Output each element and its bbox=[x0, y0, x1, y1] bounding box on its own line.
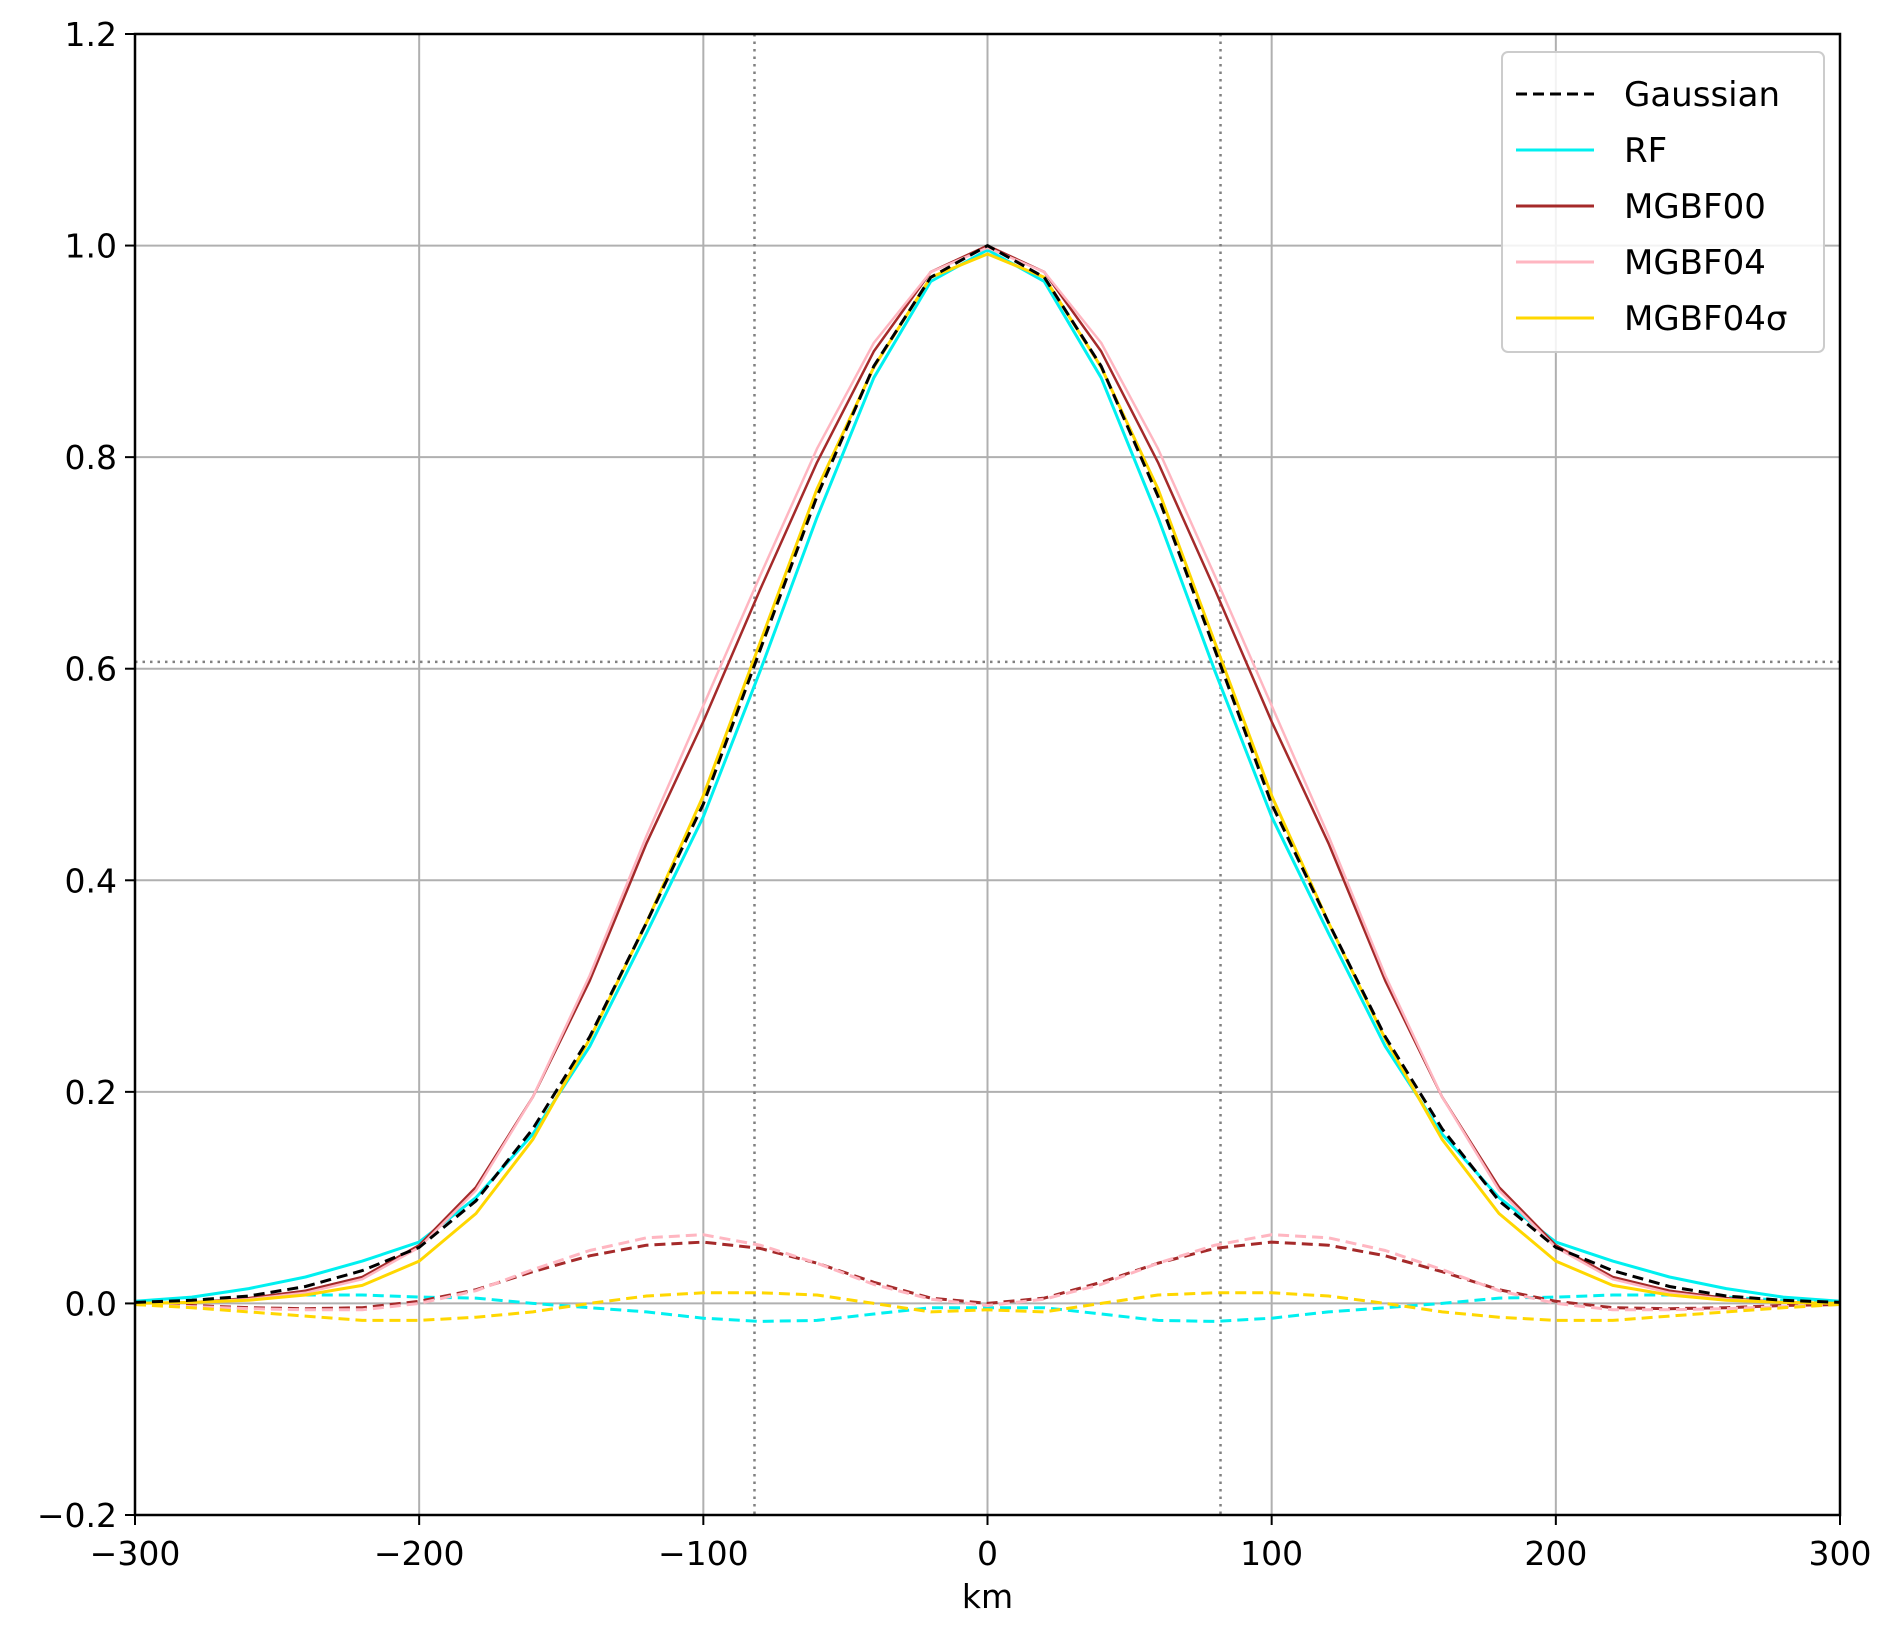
series-line-gaussian bbox=[134, 244, 1841, 1304]
y-tick-label: 0.4 bbox=[65, 861, 117, 900]
legend-box bbox=[1501, 51, 1825, 353]
x-tick-label: 0 bbox=[977, 1534, 998, 1573]
series-line-mgbf04-difference bbox=[134, 1233, 1841, 1312]
series-line-mgbf00-difference bbox=[134, 1240, 1841, 1311]
x-tick-label: −100 bbox=[658, 1534, 749, 1573]
series-line-rf bbox=[134, 248, 1841, 1303]
x-tick-label: 300 bbox=[1809, 1534, 1872, 1573]
series-lines bbox=[134, 244, 1841, 1323]
x-tick-label: −200 bbox=[374, 1534, 465, 1573]
legend-label: Gaussian bbox=[1624, 75, 1780, 115]
x-tick-label: 100 bbox=[1240, 1534, 1303, 1573]
y-tick-label: 0.8 bbox=[65, 438, 117, 477]
legend: Gaussian RF MGBF00 MGBF04 MGBF04σ bbox=[1501, 51, 1825, 353]
legend-label: MGBF04 bbox=[1624, 243, 1766, 283]
y-tick-label: 0.0 bbox=[65, 1284, 117, 1323]
y-tick-label: 1.2 bbox=[65, 15, 117, 54]
series-line-rf-difference bbox=[134, 1293, 1841, 1323]
legend-label: RF bbox=[1624, 131, 1667, 171]
x-tick-label: 200 bbox=[1524, 1534, 1587, 1573]
axis-ticks: −300 −200 −100 0 100 200 300 −0.2 0.0 0.2 0.4 0.6 0.… bbox=[37, 15, 1872, 1573]
x-tick-label: −300 bbox=[90, 1534, 181, 1573]
y-tick-label: 0.2 bbox=[65, 1073, 117, 1112]
y-tick-label: −0.2 bbox=[37, 1496, 117, 1535]
legend-label: MGBF00 bbox=[1624, 187, 1766, 227]
series-line-mgbf04-difference bbox=[134, 1291, 1841, 1322]
legend-label: MGBF04σ bbox=[1624, 299, 1787, 339]
y-tick-label: 0.6 bbox=[65, 650, 117, 689]
series-line-mgbf04- bbox=[134, 252, 1841, 1305]
x-axis-label: km bbox=[962, 1577, 1013, 1616]
y-tick-label: 1.0 bbox=[65, 227, 117, 266]
